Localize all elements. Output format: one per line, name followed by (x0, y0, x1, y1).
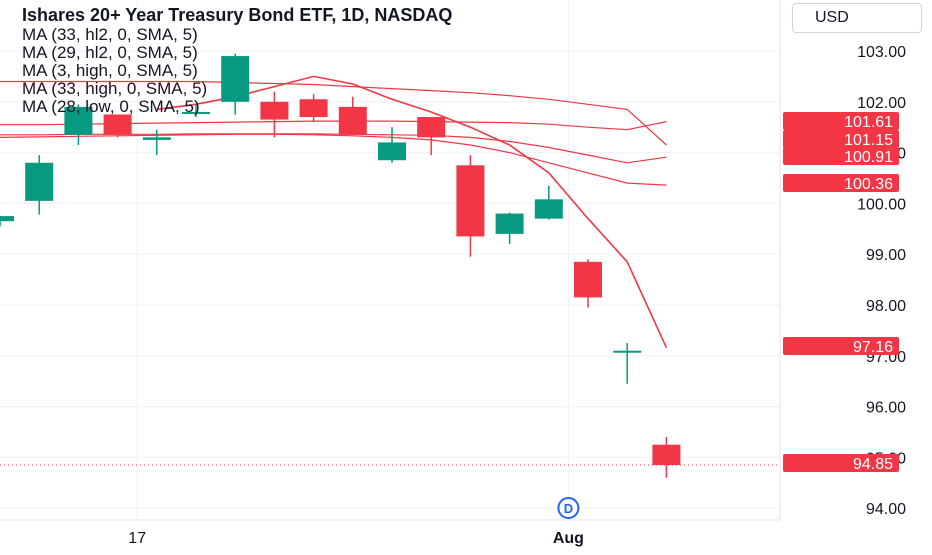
price-label-text: 100.91 (844, 149, 893, 166)
candle-body (574, 261, 602, 298)
ma-line-1 (0, 120, 667, 131)
y-tick-label: 94.00 (866, 501, 906, 518)
x-tick-label: Aug (553, 530, 584, 547)
candle (456, 155, 485, 257)
candle (338, 96, 367, 135)
candle (142, 129, 171, 156)
y-tick-label: 98.00 (866, 298, 906, 315)
price-label-box (783, 147, 899, 165)
dividend-marker[interactable] (557, 497, 580, 519)
ma-line-3 (156, 75, 668, 349)
candle (652, 437, 681, 478)
price-label-box (783, 337, 899, 355)
dividend-marker-label: D (564, 501, 573, 516)
candle-body (221, 56, 250, 102)
price-label-box (783, 130, 899, 148)
price-label-text: 100.36 (844, 176, 893, 193)
candle-body (417, 117, 446, 138)
candle-body (260, 101, 289, 120)
candle (221, 53, 250, 115)
x-tick-label: 17 (128, 530, 146, 547)
candle-body (338, 106, 367, 135)
y-tick-label: 102.00 (857, 95, 906, 112)
candle (613, 343, 642, 384)
candle (574, 259, 602, 308)
candle-body (142, 137, 171, 140)
candle-body (103, 114, 132, 135)
y-tick-label: 103.00 (857, 44, 906, 61)
candle-body (378, 142, 406, 161)
price-label-box (783, 454, 899, 472)
grid (0, 0, 780, 520)
moving-averages (0, 75, 668, 349)
candle-body (64, 106, 93, 135)
candle-body (534, 199, 563, 219)
candle-body (25, 162, 54, 201)
y-tick-label: 96.00 (866, 400, 906, 417)
candle (299, 94, 328, 123)
currency-selector[interactable]: USD (792, 3, 922, 33)
candle (534, 185, 563, 220)
candle-body (0, 216, 14, 222)
candle (182, 104, 210, 118)
price-label-box (783, 174, 899, 192)
price-label-text: 94.85 (853, 456, 893, 473)
candle (0, 216, 14, 227)
candle-body (299, 99, 328, 118)
candle-body (613, 350, 642, 353)
price-label-box (783, 112, 899, 130)
candle-body (182, 111, 210, 114)
ma-line-4 (0, 80, 667, 146)
candle-body (652, 444, 681, 466)
candle (103, 114, 132, 138)
candle (495, 212, 524, 245)
candle (417, 117, 446, 156)
price-label-text: 97.16 (853, 339, 893, 356)
candle (378, 127, 406, 163)
ma-line-5 (0, 133, 667, 186)
y-tick-label: 100.00 (857, 196, 906, 213)
ma-line-2 (0, 133, 667, 164)
price-label-text: 101.61 (844, 114, 893, 131)
candle-body (495, 213, 524, 234)
candle (25, 155, 54, 215)
candle (260, 91, 289, 138)
candles (0, 53, 681, 478)
y-tick-label: 99.00 (866, 247, 906, 264)
candle (64, 104, 93, 145)
candle-body (456, 165, 485, 237)
price-label-text: 101.15 (844, 132, 893, 149)
